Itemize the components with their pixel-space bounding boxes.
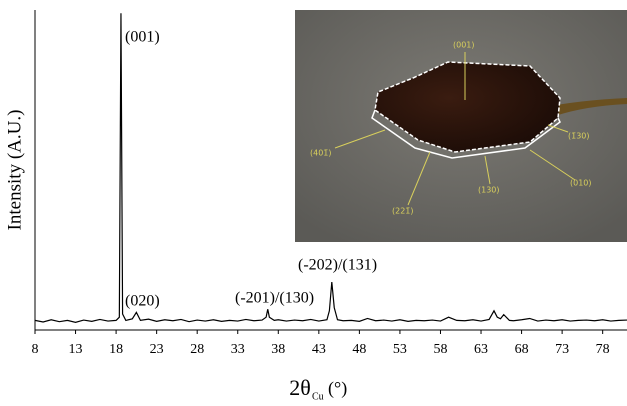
x-tick-label: 58 — [433, 342, 447, 357]
inset-label: (1̄30) — [568, 132, 590, 141]
x-axis-label: 2θ — [289, 375, 311, 400]
x-tick-label: 33 — [231, 342, 245, 357]
peak-label: (001) — [125, 29, 160, 46]
inset-label: (001) — [453, 41, 475, 50]
x-tick-label: 78 — [596, 342, 610, 357]
x-tick-label: 13 — [69, 342, 83, 357]
x-tick-label: 23 — [150, 342, 164, 357]
inset-label: (130) — [478, 186, 500, 195]
x-axis-label-sub: Cu — [312, 391, 324, 402]
x-tick-label: 43 — [312, 342, 326, 357]
inset-leaders — [334, 52, 576, 206]
y-axis-label: Intensity (A.U.) — [4, 110, 25, 231]
inset-photo — [295, 10, 627, 242]
x-tick-label: 18 — [109, 342, 123, 357]
x-axis-label-unit: (°) — [328, 378, 347, 399]
inset-label: (221̄) — [392, 207, 414, 216]
data-line — [34, 13, 627, 323]
x-tick-label: 38 — [271, 342, 285, 357]
inset-label: (401̄) — [310, 149, 332, 158]
x-tick-label: 28 — [190, 342, 204, 357]
x-tick-label: 68 — [515, 342, 529, 357]
inset-label: (010) — [570, 179, 592, 188]
inset-crystal — [374, 61, 561, 153]
x-tick-label: 63 — [474, 342, 488, 357]
peak-label: (020) — [125, 293, 160, 310]
peak-label: (-202)/(131) — [298, 257, 377, 274]
x-tick-label: 48 — [352, 342, 366, 357]
x-tick-label: 53 — [393, 342, 407, 357]
inset-edge — [371, 109, 561, 159]
inset-holder — [540, 98, 627, 116]
peak-label: (-201)/(130) — [235, 290, 314, 307]
x-tick-label: 73 — [555, 342, 569, 357]
x-tick-label: 8 — [32, 342, 39, 357]
